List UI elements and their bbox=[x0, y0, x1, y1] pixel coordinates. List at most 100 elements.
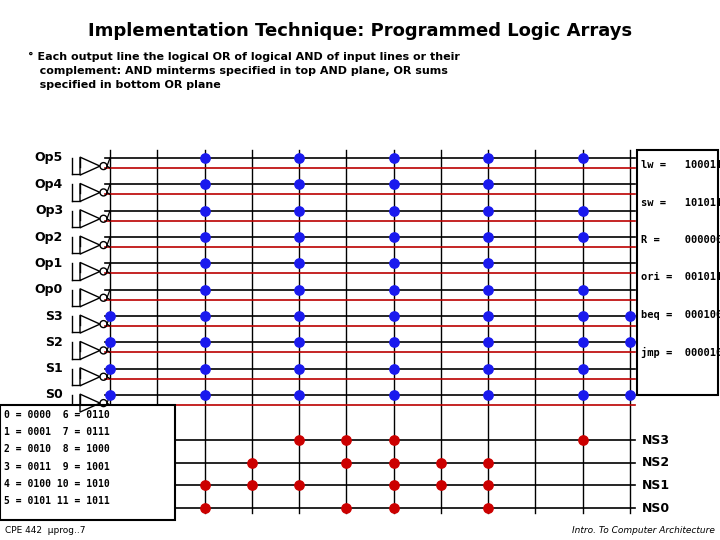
Text: Op5: Op5 bbox=[35, 152, 63, 165]
Text: S2: S2 bbox=[45, 336, 63, 349]
Point bbox=[199, 285, 210, 294]
Point bbox=[577, 338, 588, 347]
Point bbox=[341, 504, 352, 512]
Text: Intro. To Computer Architecture: Intro. To Computer Architecture bbox=[572, 526, 715, 535]
Point bbox=[341, 436, 352, 444]
Point bbox=[482, 206, 494, 215]
Point bbox=[293, 481, 305, 490]
Text: NS2: NS2 bbox=[642, 456, 670, 469]
Point bbox=[482, 180, 494, 188]
Point bbox=[577, 154, 588, 163]
Text: NS0: NS0 bbox=[642, 502, 670, 515]
Text: Op0: Op0 bbox=[35, 283, 63, 296]
Text: beq =  000100: beq = 000100 bbox=[641, 310, 720, 320]
Text: ori =  001011: ori = 001011 bbox=[641, 273, 720, 282]
Point bbox=[104, 364, 116, 373]
Text: 4 = 0100 10 = 1010: 4 = 0100 10 = 1010 bbox=[4, 478, 109, 489]
Point bbox=[199, 233, 210, 241]
Point bbox=[293, 436, 305, 444]
Point bbox=[482, 338, 494, 347]
Text: NS1: NS1 bbox=[642, 479, 670, 492]
Point bbox=[482, 504, 494, 512]
Text: CPE 442  μprog..7: CPE 442 μprog..7 bbox=[5, 526, 86, 535]
Text: S1: S1 bbox=[45, 362, 63, 375]
Point bbox=[199, 504, 210, 512]
Point bbox=[246, 481, 258, 490]
Text: 2 = 0010  8 = 1000: 2 = 0010 8 = 1000 bbox=[4, 444, 109, 454]
Point bbox=[577, 364, 588, 373]
Point bbox=[388, 481, 400, 490]
Bar bbox=[0, 405, 175, 520]
Point bbox=[577, 436, 588, 444]
Point bbox=[293, 390, 305, 399]
Point bbox=[293, 364, 305, 373]
Point bbox=[199, 180, 210, 188]
Point bbox=[482, 364, 494, 373]
Point bbox=[482, 259, 494, 268]
Text: jmp =  000010: jmp = 000010 bbox=[641, 347, 720, 358]
Point bbox=[388, 338, 400, 347]
Point bbox=[388, 285, 400, 294]
Point bbox=[388, 364, 400, 373]
Text: R =    000000: R = 000000 bbox=[641, 235, 720, 245]
Point bbox=[577, 312, 588, 320]
Text: S0: S0 bbox=[45, 388, 63, 402]
Point bbox=[199, 481, 210, 490]
Point bbox=[199, 206, 210, 215]
Text: lw =   100011: lw = 100011 bbox=[641, 160, 720, 170]
Text: ° Each output line the logical OR of logical AND of input lines or their: ° Each output line the logical OR of log… bbox=[28, 52, 460, 62]
Text: specified in bottom OR plane: specified in bottom OR plane bbox=[28, 80, 221, 90]
Point bbox=[293, 338, 305, 347]
Point bbox=[388, 312, 400, 320]
Point bbox=[104, 312, 116, 320]
Point bbox=[482, 390, 494, 399]
Point bbox=[293, 180, 305, 188]
Point bbox=[293, 233, 305, 241]
Point bbox=[199, 364, 210, 373]
Point bbox=[624, 312, 636, 320]
Point bbox=[199, 312, 210, 320]
Point bbox=[482, 458, 494, 467]
Text: Implementation Technique: Programmed Logic Arrays: Implementation Technique: Programmed Log… bbox=[88, 22, 632, 40]
Point bbox=[199, 390, 210, 399]
Text: complement: AND minterms specified in top AND plane, OR sums: complement: AND minterms specified in to… bbox=[28, 66, 448, 76]
Point bbox=[293, 285, 305, 294]
Text: 1 = 0001  7 = 0111: 1 = 0001 7 = 0111 bbox=[4, 427, 109, 437]
Text: NS3: NS3 bbox=[642, 434, 670, 447]
Point bbox=[388, 390, 400, 399]
Point bbox=[388, 180, 400, 188]
Point bbox=[293, 312, 305, 320]
Point bbox=[388, 154, 400, 163]
Bar bbox=[637, 150, 718, 395]
Point bbox=[435, 458, 446, 467]
Text: 0 = 0000  6 = 0110: 0 = 0000 6 = 0110 bbox=[4, 410, 109, 420]
Point bbox=[388, 233, 400, 241]
Point bbox=[624, 338, 636, 347]
Text: 3 = 0011  9 = 1001: 3 = 0011 9 = 1001 bbox=[4, 462, 109, 471]
Text: Op3: Op3 bbox=[35, 204, 63, 217]
Text: Op1: Op1 bbox=[35, 257, 63, 270]
Text: 5 = 0101 11 = 1011: 5 = 0101 11 = 1011 bbox=[4, 496, 109, 506]
Point bbox=[577, 390, 588, 399]
Point bbox=[104, 338, 116, 347]
Point bbox=[482, 233, 494, 241]
Text: S3: S3 bbox=[45, 309, 63, 322]
Point bbox=[199, 259, 210, 268]
Point bbox=[624, 390, 636, 399]
Point bbox=[104, 390, 116, 399]
Point bbox=[293, 154, 305, 163]
Point bbox=[577, 285, 588, 294]
Point bbox=[293, 206, 305, 215]
Point bbox=[435, 481, 446, 490]
Point bbox=[388, 206, 400, 215]
Point bbox=[482, 154, 494, 163]
Point bbox=[293, 259, 305, 268]
Point bbox=[388, 436, 400, 444]
Point bbox=[199, 338, 210, 347]
Point bbox=[388, 458, 400, 467]
Point bbox=[577, 233, 588, 241]
Point bbox=[246, 458, 258, 467]
Point bbox=[577, 206, 588, 215]
Text: Op4: Op4 bbox=[35, 178, 63, 191]
Point bbox=[482, 312, 494, 320]
